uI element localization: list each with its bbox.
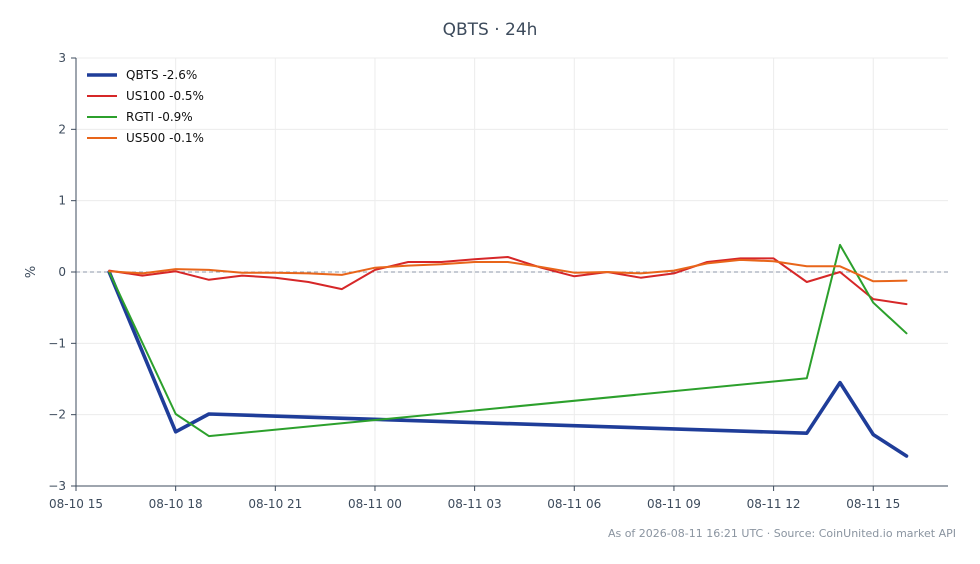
x-tick-label: 08-11 12 [747, 497, 801, 511]
legend-label: RGTI -0.9% [126, 110, 193, 124]
series-line-1 [108, 256, 908, 306]
series-lines [107, 243, 909, 458]
legend: QBTS -2.6% US100 -0.5% RGTI -0.9% US500 -0.… [87, 68, 204, 145]
x-tick-label: 08-10 15 [49, 497, 103, 511]
x-tick-label: 08-10 18 [149, 497, 203, 511]
legend-label: QBTS -2.6% [126, 68, 197, 82]
y-tick-label: 1 [58, 194, 66, 208]
x-tick-label: 08-11 03 [448, 497, 502, 511]
x-tick-label: 08-11 09 [647, 497, 701, 511]
y-tick-label: −3 [48, 479, 66, 493]
series-line-2 [108, 243, 908, 438]
y-tick-label: −1 [48, 336, 66, 350]
y-tick-label: 3 [58, 51, 66, 65]
series-line-0 [107, 270, 909, 458]
y-axis-label: % [24, 266, 39, 278]
x-axis-ticks: 08-10 15 08-10 18 08-10 21 08-11 00 08-11 03… [49, 486, 900, 511]
chart-title: QBTS · 24h [442, 20, 538, 40]
legend-label: US500 -0.1% [126, 131, 204, 145]
legend-label: US100 -0.5% [126, 89, 204, 103]
x-tick-label: 08-11 15 [846, 497, 900, 511]
x-tick-label: 08-11 06 [547, 497, 601, 511]
y-tick-label: −2 [48, 408, 66, 422]
y-axis-ticks: −3 −2 −1 0 1 2 3 [48, 51, 76, 493]
x-tick-label: 08-11 00 [348, 497, 402, 511]
y-tick-label: 0 [58, 265, 66, 279]
y-tick-label: 2 [58, 122, 66, 136]
series-line-3 [108, 258, 908, 283]
source-footer: As of 2026-08-11 16:21 UTC · Source: Coi… [607, 527, 956, 540]
x-tick-label: 08-10 21 [248, 497, 302, 511]
